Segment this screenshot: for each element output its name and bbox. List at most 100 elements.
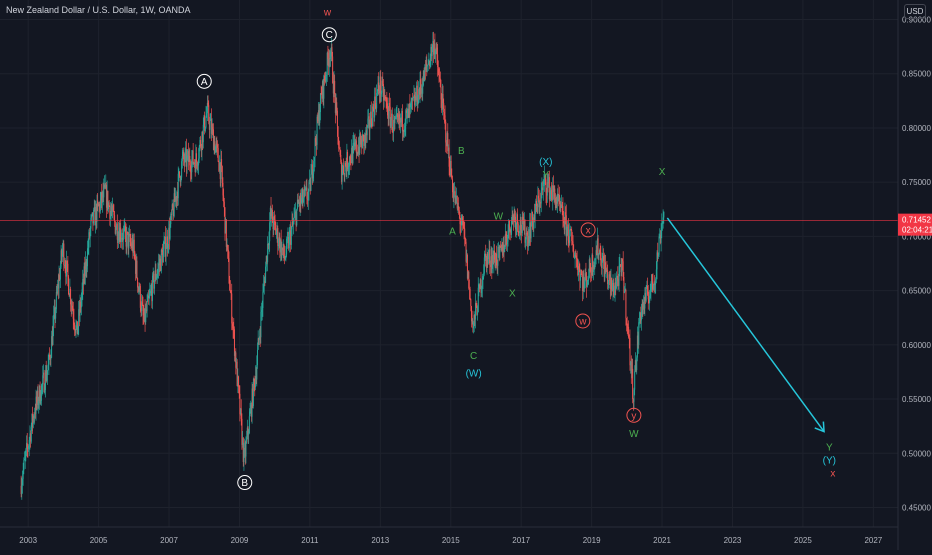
candle-body [500,247,502,251]
candle-body [453,193,455,199]
candle-body [217,147,219,162]
candle-body [84,266,86,277]
candle-body [271,209,273,217]
candle-body [408,104,410,118]
candle-body [577,266,579,276]
candle-body [663,211,665,218]
candle-body [619,264,621,267]
price-tick-label: 0.85000 [902,70,931,79]
candle-body [460,224,462,226]
candle-body [443,112,445,116]
candle-body [522,216,524,221]
candle-body [132,241,134,253]
candle-body [40,385,42,401]
candle-body [584,281,586,289]
candle-body [400,118,402,122]
wave-label: W [494,211,504,222]
candle-body [92,212,94,224]
candle-body [122,237,124,241]
candle-body [387,115,389,119]
candle-body [66,260,68,277]
candle-body [425,63,427,70]
candle-body [560,204,562,208]
candle-body [341,172,343,182]
projection-arrow-line[interactable] [666,217,825,433]
time-axis[interactable]: 2003 2005 2007 2009 2011 2013 2015 2017 2019 2021… [0,526,898,545]
candle-body [28,446,30,449]
candle-body [397,117,399,121]
candle-body [437,54,439,68]
candle-body [534,210,536,220]
candle-body [599,250,601,253]
candle-body [571,241,573,242]
candle-body [650,283,652,291]
candle-body [191,159,193,173]
candle-body [252,378,254,406]
candle-body [525,233,527,240]
candle-body [290,230,292,245]
candle-body [32,413,34,424]
candle-body [93,207,95,210]
candle-body [457,206,459,209]
candle-body [620,266,622,273]
candle-body [268,241,270,246]
candle-body [280,239,282,257]
candle-body [302,189,304,203]
candle-body [541,187,543,191]
candle-body [133,239,135,253]
candle-body [48,354,50,365]
candle-body [661,221,663,225]
candle-body [113,211,115,216]
candle-body [156,273,158,278]
time-tick-label: 2017 [512,536,530,545]
candle-body [291,222,293,230]
candle-body [78,309,80,316]
candle-body [395,117,397,119]
candle-body [498,246,500,253]
candle-body [96,200,98,222]
candle-body [613,283,615,296]
candle-body [598,250,600,255]
candle-body [168,227,170,239]
candle-body [159,258,161,266]
candle-body [501,242,503,251]
chart-title: New Zealand Dollar / U.S. Dollar, 1W, OA… [6,5,191,15]
candle-body [343,173,345,176]
candle-body [527,234,529,247]
candle-body [428,60,430,65]
candle-body [336,102,338,111]
candle-body [340,154,342,163]
price-axis[interactable]: 0.90000 0.85000 0.80000 0.75000 0.70000 0.650… [897,0,931,550]
candle-body [68,294,70,297]
candle-body [515,224,517,230]
currency-button[interactable]: USD [904,4,926,19]
candle-body [546,192,548,196]
candle-body [235,361,237,368]
candle-body [429,58,431,66]
candle-body [266,256,268,263]
candle-body [208,121,210,130]
candle-body [162,252,164,263]
candle-body [512,215,514,222]
candle-body [131,243,133,249]
candle-body [482,277,484,280]
candle-body [33,416,35,418]
candle-body [254,380,256,388]
candle-body [645,292,647,301]
candle-body [44,390,46,392]
candle-body [374,96,376,106]
candle-body [435,51,437,55]
candle-body [565,212,567,216]
candle-body [307,191,309,201]
candle-body [403,129,405,133]
candle-body [282,247,284,251]
candle-body [442,93,444,104]
candle-body [466,254,468,262]
candle-body [319,112,321,124]
candle-body [124,225,126,233]
candle-body [543,181,545,185]
candle-body [603,255,605,262]
candle-body [122,230,124,241]
